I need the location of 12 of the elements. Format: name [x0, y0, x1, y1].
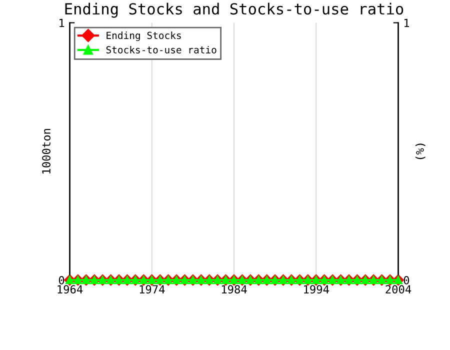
x-tick-label: 1984: [222, 285, 247, 294]
chart-title: Ending Stocks and Stocks-to-use ratio: [65, 2, 404, 18]
x-tick-label: 1974: [140, 285, 165, 294]
y2-tick-label: 1: [404, 18, 410, 27]
x-tick-label: 1994: [304, 285, 329, 294]
x-tick-label: 1964: [58, 285, 83, 294]
y-axis-title: 1000ton: [42, 128, 50, 174]
legend-label: Stocks-to-use ratio: [106, 46, 216, 54]
legend-label: Ending Stocks: [106, 32, 181, 42]
y2-axis-title: (%): [415, 144, 426, 160]
y2-tick-label: 0: [404, 276, 410, 284]
x-tick-label: 2004: [386, 285, 412, 294]
